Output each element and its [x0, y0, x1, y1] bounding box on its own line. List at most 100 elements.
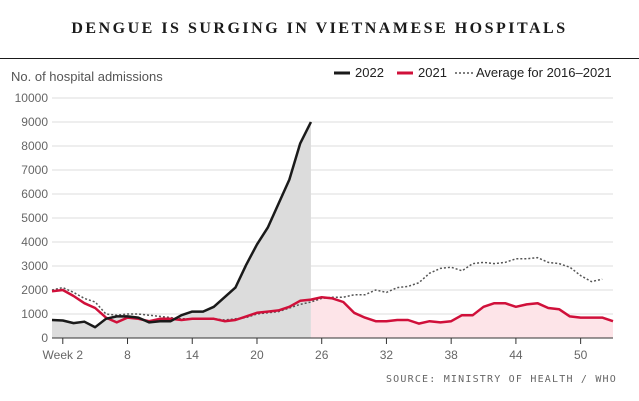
data-point-2022: [51, 319, 53, 321]
data-point-average: [51, 289, 53, 291]
grid: [52, 97, 613, 315]
data-point-average: [472, 263, 474, 265]
data-point-average: [580, 275, 582, 277]
data-point-2022: [181, 314, 183, 316]
data-point-2021: [494, 302, 496, 304]
data-point-average: [342, 296, 344, 298]
data-point-2021: [84, 302, 86, 304]
data-point-2021: [364, 317, 366, 319]
data-point-2021: [299, 300, 301, 302]
data-point-2021: [116, 322, 118, 324]
data-point-2022: [245, 264, 247, 266]
data-point-average: [504, 262, 506, 264]
data-point-2021: [159, 318, 161, 320]
x-tick-label: 8: [124, 348, 131, 362]
data-point-average: [213, 318, 215, 320]
data-point-2021: [591, 317, 593, 319]
data-point-2021: [418, 323, 420, 325]
x-tick-label: 50: [574, 348, 588, 362]
data-point-2021: [515, 306, 517, 308]
source-note: SOURCE: MINISTRY OF HEALTH / WHO: [385, 374, 617, 385]
x-tick-label: 26: [315, 348, 329, 362]
data-point-2021: [429, 320, 431, 322]
y-tick-label: 6000: [21, 187, 48, 201]
data-point-2021: [407, 319, 409, 321]
data-point-2021: [483, 306, 485, 308]
data-point-average: [526, 258, 528, 260]
area-2021: [310, 297, 613, 338]
data-point-average: [494, 263, 496, 265]
data-point-average: [116, 314, 118, 316]
data-point-average: [515, 258, 517, 260]
data-point-average: [601, 278, 603, 280]
data-point-2022: [84, 321, 86, 323]
data-point-2021: [353, 312, 355, 314]
data-point-average: [267, 312, 269, 314]
data-point-average: [461, 270, 463, 272]
data-point-2021: [310, 299, 312, 301]
x-tick-label: 14: [186, 348, 200, 362]
data-point-2021: [342, 301, 344, 303]
data-point-average: [289, 307, 291, 309]
data-point-average: [245, 317, 247, 319]
data-point-2022: [310, 121, 312, 123]
data-point-2021: [396, 319, 398, 321]
legend-2021-label: 2021: [418, 65, 447, 80]
data-point-average: [159, 316, 161, 318]
data-point-2022: [213, 306, 215, 308]
shaded-areas: [52, 122, 613, 338]
y-tick-label: 4000: [21, 235, 48, 249]
series-line-average: [51, 256, 603, 321]
data-point-2021: [580, 317, 582, 319]
data-point-2021: [472, 314, 474, 316]
data-point-average: [364, 294, 366, 296]
data-point-2021: [612, 320, 614, 322]
data-point-2022: [62, 320, 64, 322]
data-point-2022: [235, 287, 237, 289]
data-point-average: [591, 281, 593, 283]
data-point-2021: [601, 317, 603, 319]
data-point-average: [127, 313, 129, 315]
data-point-average: [429, 272, 431, 274]
data-point-average: [547, 262, 549, 264]
x-tick-label: Week 2: [43, 348, 84, 362]
legend: 2022 2021 Average for 2016–2021: [334, 65, 612, 80]
data-point-average: [407, 286, 409, 288]
data-point-2021: [138, 318, 140, 320]
data-point-2021: [386, 320, 388, 322]
data-point-average: [332, 296, 334, 298]
data-point-average: [537, 257, 539, 259]
data-point-average: [299, 304, 301, 306]
data-point-average: [84, 298, 86, 300]
data-point-average: [235, 318, 237, 320]
data-point-2021: [127, 317, 129, 319]
data-point-2022: [299, 143, 301, 145]
data-point-average: [191, 318, 193, 320]
y-tick-label: 0: [41, 331, 48, 345]
data-point-2022: [278, 203, 280, 205]
area-2022: [52, 122, 311, 338]
chart-title: DENGUE IS SURGING IN VIETNAMESE HOSPITAL…: [71, 20, 568, 37]
data-point-2021: [105, 317, 107, 319]
x-tick-label: 32: [380, 348, 394, 362]
data-point-average: [278, 311, 280, 313]
data-point-2021: [148, 320, 150, 322]
y-tick-label: 7000: [21, 163, 48, 177]
y-tick-label: 5000: [21, 211, 48, 225]
data-point-2021: [94, 307, 96, 309]
data-point-2022: [289, 179, 291, 181]
data-point-2022: [191, 311, 193, 313]
data-point-average: [569, 266, 571, 268]
series-lines: [51, 121, 614, 329]
data-point-2021: [537, 302, 539, 304]
data-point-average: [440, 268, 442, 270]
data-point-2021: [547, 307, 549, 309]
data-point-average: [224, 319, 226, 321]
data-point-average: [396, 287, 398, 289]
data-point-average: [94, 301, 96, 303]
data-point-2021: [73, 295, 75, 297]
y-tick-label: 3000: [21, 259, 48, 273]
y-axis-label: No. of hospital admissions: [11, 69, 163, 84]
data-point-2021: [461, 314, 463, 316]
data-point-average: [148, 314, 150, 316]
